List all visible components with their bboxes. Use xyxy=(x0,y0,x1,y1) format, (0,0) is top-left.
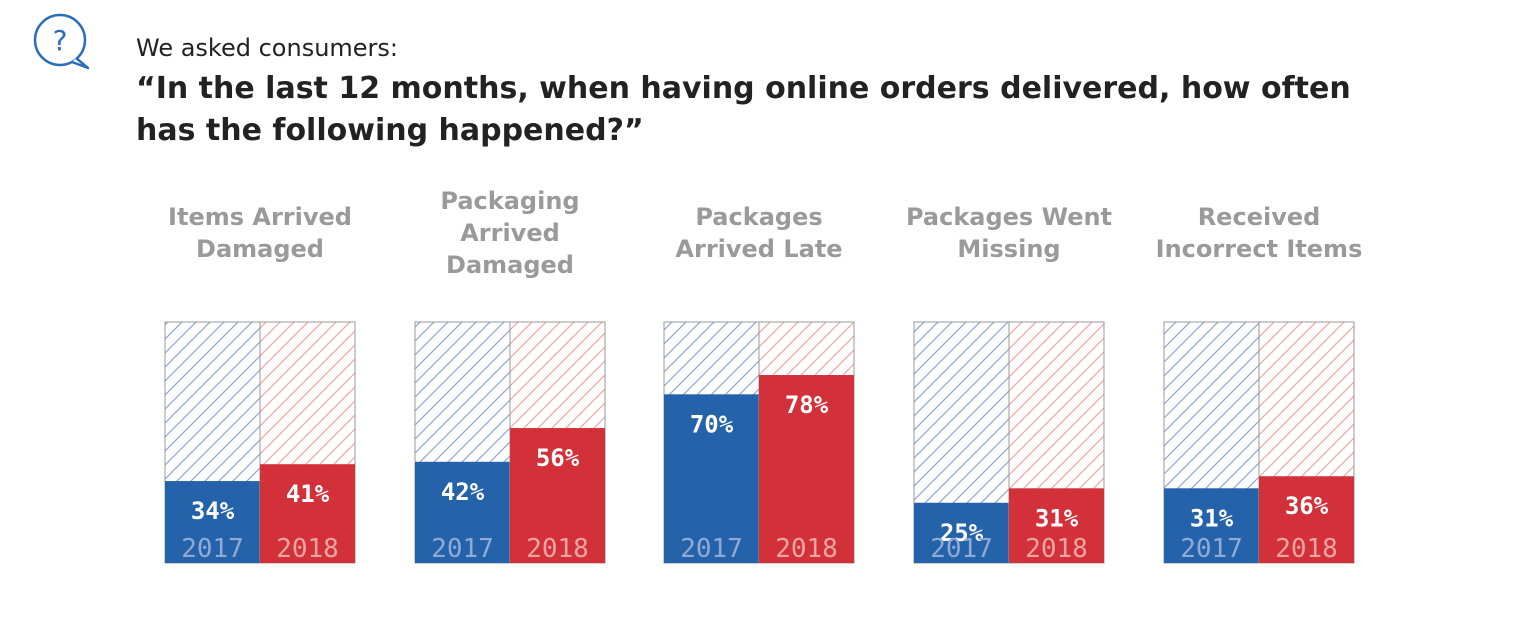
panel-4: Packages Went Missing 25%2017 31%2018 xyxy=(906,203,1112,564)
panel-title-line: Incorrect Items xyxy=(1156,235,1363,263)
panel-title-line: Arrived xyxy=(460,219,560,247)
bar-label: 31% xyxy=(1190,504,1234,532)
year-label: 2018 xyxy=(1275,534,1338,564)
bar-2018 xyxy=(1009,488,1104,563)
panel-title-line: Packages Went xyxy=(906,203,1112,231)
year-label: 2018 xyxy=(526,534,589,564)
panel-title-line: Packages xyxy=(695,203,822,231)
bar-2018 xyxy=(510,428,605,563)
panel-3: Packages Arrived Late 70% 2017 78% 2018 xyxy=(663,203,855,564)
year-label: 2018 xyxy=(276,534,339,564)
bar-label: 41% xyxy=(286,480,330,508)
year-label: 2017 xyxy=(680,534,743,564)
year-label: 2017 xyxy=(1180,534,1243,564)
year-label: 2017 xyxy=(930,534,993,564)
bar-label: 25% xyxy=(940,519,984,547)
bar-2017 xyxy=(1164,488,1259,563)
bar-2017 xyxy=(914,502,1009,563)
year-label: 2018 xyxy=(775,534,838,564)
bar-label: 34% xyxy=(191,497,235,525)
bar-label: 56% xyxy=(536,444,580,472)
panel-2: Packaging Arrived Damaged 42% 2017 56% 2018 xyxy=(414,187,606,564)
year-label: 2017 xyxy=(431,534,494,564)
panel-title-line: Damaged xyxy=(196,235,324,263)
question-bubble-icon: ? xyxy=(33,13,90,70)
panel-title-line: Items Arrived xyxy=(168,203,352,231)
year-label: 2018 xyxy=(1025,534,1088,564)
bar-2017 xyxy=(165,481,260,563)
bar-label: 70% xyxy=(690,410,734,438)
bar-2017 xyxy=(664,394,759,563)
question-text: “In the last 12 months, when having onli… xyxy=(136,71,1351,148)
intro-text: We asked consumers: xyxy=(136,34,399,62)
bar-label: 78% xyxy=(785,391,829,419)
panel-5: Received Incorrect Items 31%2017 36% 2018 xyxy=(1156,203,1363,564)
panel-title-line: Arrived Late xyxy=(675,235,842,263)
panel-1: Items Arrived Damaged 34% 2017 41% 2018 xyxy=(164,203,356,564)
bar-label: 31% xyxy=(1035,504,1079,532)
bar-2018 xyxy=(1259,476,1354,563)
bar-label: 42% xyxy=(441,478,485,506)
panel-title-line: Packaging xyxy=(440,187,579,215)
panel-title-line: Missing xyxy=(957,235,1060,263)
bar-label: 36% xyxy=(1285,492,1329,520)
year-label: 2017 xyxy=(181,534,244,564)
svg-text:?: ? xyxy=(53,24,68,57)
bar-2018 xyxy=(759,375,854,563)
panel-title-line: Damaged xyxy=(446,251,574,279)
bar-2017 xyxy=(415,461,510,563)
panel-title-line: Received xyxy=(1198,203,1321,231)
bar-2018 xyxy=(260,464,355,563)
